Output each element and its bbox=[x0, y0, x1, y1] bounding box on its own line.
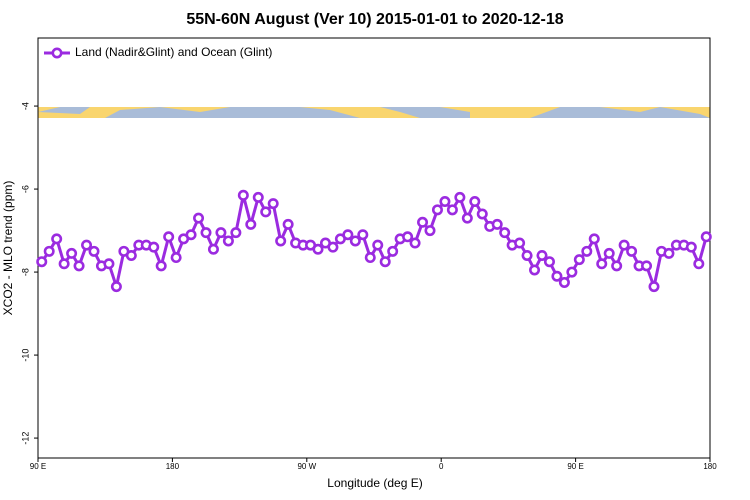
x-tick-label: 90 W bbox=[297, 462, 316, 471]
data-point bbox=[51, 233, 63, 245]
data-point bbox=[536, 249, 548, 261]
chart-title: 55N-60N August (Ver 10) 2015-01-01 to 20… bbox=[186, 11, 563, 28]
data-point bbox=[379, 256, 391, 268]
data-point bbox=[110, 281, 122, 293]
data-point bbox=[230, 227, 242, 239]
data-point bbox=[282, 218, 294, 230]
y-tick-label: -8 bbox=[20, 268, 30, 276]
data-point bbox=[596, 258, 608, 270]
data-point bbox=[521, 249, 533, 261]
data-point bbox=[170, 252, 182, 264]
data-point bbox=[543, 256, 555, 268]
data-point bbox=[36, 256, 48, 268]
data-point bbox=[499, 227, 511, 239]
data-point bbox=[155, 260, 167, 272]
plot-frame bbox=[37, 37, 711, 459]
data-point bbox=[603, 247, 615, 259]
data-point bbox=[125, 249, 137, 261]
data-point bbox=[663, 247, 675, 259]
data-point bbox=[252, 191, 264, 203]
data-point bbox=[439, 196, 451, 208]
data-point bbox=[312, 243, 324, 255]
data-point bbox=[193, 212, 205, 224]
data-point bbox=[469, 196, 481, 208]
data-point bbox=[529, 264, 541, 276]
data-point bbox=[327, 241, 339, 253]
data-point bbox=[693, 258, 705, 270]
data-point bbox=[431, 204, 443, 216]
y-tick-label: -10 bbox=[20, 349, 30, 362]
data-point bbox=[163, 231, 175, 243]
map-strip bbox=[38, 107, 710, 118]
data-point bbox=[200, 227, 212, 239]
data-point bbox=[700, 231, 712, 243]
data-point bbox=[58, 258, 70, 270]
x-tick-label: 180 bbox=[166, 462, 180, 471]
data-point bbox=[364, 252, 376, 264]
data-point bbox=[260, 206, 272, 218]
data-point bbox=[476, 208, 488, 220]
data-point bbox=[215, 227, 227, 239]
x-axis-label: Longitude (deg E) bbox=[327, 476, 422, 490]
data-point bbox=[185, 229, 197, 241]
x-tick-label: 90 E bbox=[30, 462, 46, 471]
data-point bbox=[461, 212, 473, 224]
data-point bbox=[611, 260, 623, 272]
data-point bbox=[566, 266, 578, 278]
data-point bbox=[81, 239, 93, 251]
y-axis-label: XCO2 - MLO trend (ppm) bbox=[1, 181, 15, 316]
data-point bbox=[387, 245, 399, 257]
data-point bbox=[237, 189, 249, 201]
x-tick-label: 180 bbox=[703, 462, 717, 471]
y-tick-label: -6 bbox=[20, 185, 30, 193]
data-point bbox=[66, 247, 78, 259]
data-point bbox=[424, 225, 436, 237]
legend-label: Land (Nadir&Glint) and Ocean (Glint) bbox=[75, 45, 272, 59]
legend: Land (Nadir&Glint) and Ocean (Glint) bbox=[44, 45, 272, 59]
data-point bbox=[207, 243, 219, 255]
data-point bbox=[685, 241, 697, 253]
data-point bbox=[372, 239, 384, 251]
data-point bbox=[648, 281, 660, 293]
data-point bbox=[357, 229, 369, 241]
data-point bbox=[222, 235, 234, 247]
data-point bbox=[581, 245, 593, 257]
data-point bbox=[454, 191, 466, 203]
data-point bbox=[409, 237, 421, 249]
data-point bbox=[43, 245, 55, 257]
data-point bbox=[551, 270, 563, 282]
data-point bbox=[514, 237, 526, 249]
data-point bbox=[626, 245, 638, 257]
data-point bbox=[446, 204, 458, 216]
data-point bbox=[275, 235, 287, 247]
data-point bbox=[73, 260, 85, 272]
data-point bbox=[588, 233, 600, 245]
data-point bbox=[402, 231, 414, 243]
data-point bbox=[88, 245, 100, 257]
x-tick-label: 0 bbox=[439, 462, 444, 471]
data-point bbox=[417, 216, 429, 228]
y-tick-label: -12 bbox=[20, 432, 30, 445]
data-point bbox=[148, 241, 160, 253]
x-tick-label: 90 E bbox=[567, 462, 583, 471]
data-point bbox=[641, 260, 653, 272]
legend-marker bbox=[51, 47, 63, 59]
data-point bbox=[103, 258, 115, 270]
data-point bbox=[267, 198, 279, 210]
data-point bbox=[573, 254, 585, 266]
data-point bbox=[245, 218, 257, 230]
data-point bbox=[491, 218, 503, 230]
y-tick-label: -4 bbox=[20, 102, 30, 110]
data-point bbox=[342, 229, 354, 241]
data-point bbox=[558, 276, 570, 288]
data-point bbox=[349, 235, 361, 247]
data-point bbox=[618, 239, 630, 251]
